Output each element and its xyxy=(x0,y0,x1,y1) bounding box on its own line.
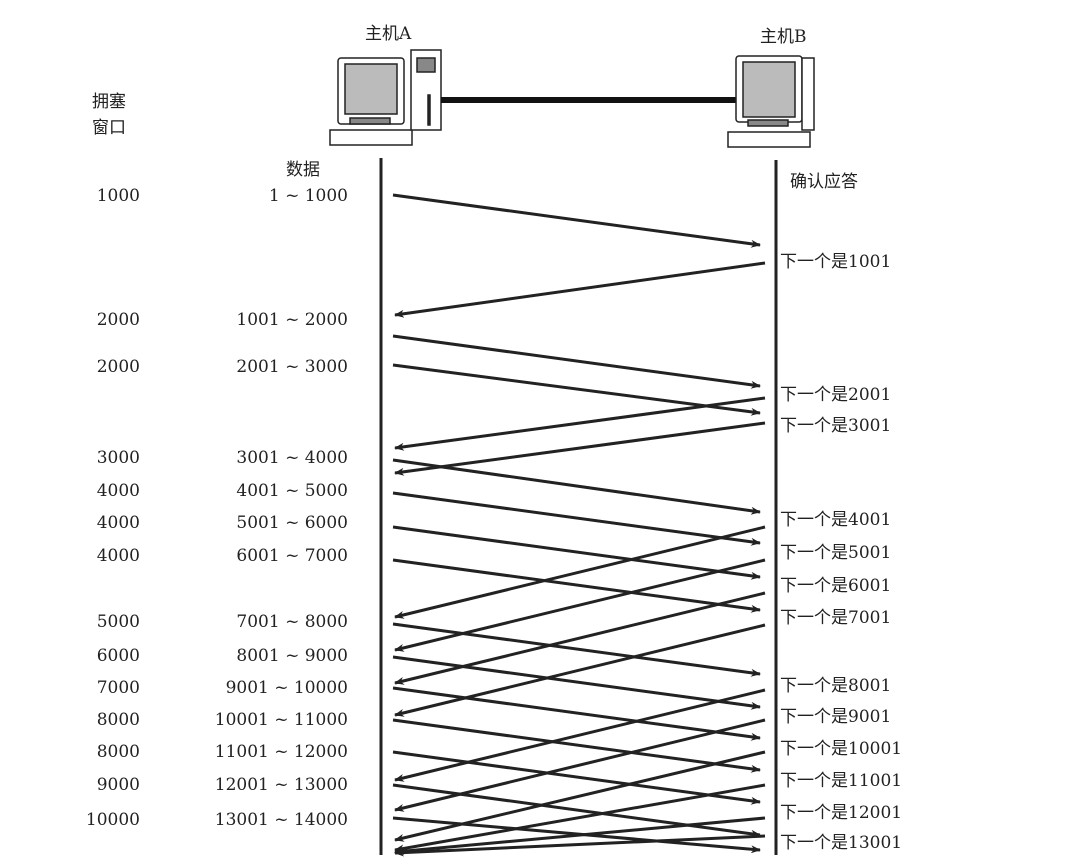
data-range: 13001 ~ 14000 xyxy=(214,810,348,830)
data-range: 6001 ~ 7000 xyxy=(236,546,348,566)
ack-label: 下一个是7001 xyxy=(780,608,892,628)
window-value: 3000 xyxy=(96,448,140,468)
window-value: 4000 xyxy=(96,513,140,533)
window-header-line2: 窗口 xyxy=(92,118,126,138)
data-range: 1 ~ 1000 xyxy=(268,186,348,206)
window-value: 5000 xyxy=(96,612,140,632)
ack-arrow xyxy=(394,558,766,652)
ack-arrow xyxy=(394,688,766,782)
window-value: 8000 xyxy=(96,710,140,730)
ack-arrow xyxy=(394,816,766,856)
window-value: 1000 xyxy=(96,186,140,206)
data-segment-arrow xyxy=(392,783,761,838)
window-value: 6000 xyxy=(96,646,140,666)
ack-header: 确认应答 xyxy=(790,172,858,192)
data-segment-arrow xyxy=(392,525,761,580)
host-a-computer-icon xyxy=(329,49,442,146)
ack-label: 下一个是9001 xyxy=(780,707,892,727)
network-cable xyxy=(441,97,736,103)
ack-arrow xyxy=(394,591,766,685)
ack-arrow xyxy=(394,623,766,717)
window-value: 2000 xyxy=(96,357,140,377)
data-segment-arrow xyxy=(392,558,761,613)
data-range: 4001 ~ 5000 xyxy=(236,481,348,501)
data-segment-arrow xyxy=(392,193,761,248)
ack-arrow xyxy=(394,261,766,318)
ack-arrow xyxy=(394,421,766,476)
ack-label: 下一个是5001 xyxy=(780,543,892,563)
data-segment-arrow xyxy=(392,718,761,773)
window-header-line1: 拥塞 xyxy=(92,92,126,112)
ack-label: 下一个是2001 xyxy=(780,385,892,405)
ack-label: 下一个是8001 xyxy=(780,676,892,696)
ack-arrow xyxy=(394,396,766,451)
ack-arrow xyxy=(394,525,766,619)
data-range: 10001 ~ 11000 xyxy=(214,710,348,730)
data-segment-arrow xyxy=(392,363,761,416)
data-range: 5001 ~ 6000 xyxy=(236,513,348,533)
data-segment-arrow xyxy=(392,622,761,677)
ack-arrow xyxy=(394,783,766,853)
data-segment-arrow xyxy=(392,655,761,710)
window-value: 2000 xyxy=(96,310,140,330)
host-b-label: 主机B xyxy=(760,27,807,47)
data-header: 数据 xyxy=(286,160,320,180)
data-range: 7001 ~ 8000 xyxy=(236,612,348,632)
data-segment-arrow xyxy=(392,334,761,389)
data-segment-arrow xyxy=(392,686,761,741)
ack-label: 下一个是11001 xyxy=(780,771,903,791)
window-value: 4000 xyxy=(96,546,140,566)
data-range: 8001 ~ 9000 xyxy=(236,646,348,666)
window-value: 8000 xyxy=(96,742,140,762)
ack-label: 下一个是6001 xyxy=(780,576,892,596)
ack-arrow xyxy=(394,750,766,842)
ack-label: 下一个是13001 xyxy=(780,833,903,853)
window-value: 10000 xyxy=(85,810,140,830)
ack-label: 下一个是4001 xyxy=(780,510,892,530)
data-range: 2001 ~ 3000 xyxy=(236,357,348,377)
window-value: 7000 xyxy=(96,678,140,698)
data-range: 11001 ~ 12000 xyxy=(214,742,348,762)
ack-arrow xyxy=(394,834,766,857)
data-range: 3001 ~ 4000 xyxy=(236,448,348,468)
window-value: 9000 xyxy=(96,775,140,795)
ack-label: 下一个是3001 xyxy=(780,416,892,436)
host-a-label: 主机A xyxy=(365,24,412,44)
data-segment-arrow xyxy=(392,458,761,515)
data-range: 1001 ~ 2000 xyxy=(236,310,348,330)
ack-label: 下一个是10001 xyxy=(780,739,903,759)
data-segment-arrow xyxy=(392,750,761,805)
data-segment-arrow xyxy=(392,491,761,546)
host-b-computer-icon xyxy=(727,55,815,148)
window-value: 4000 xyxy=(96,481,140,501)
data-range: 12001 ~ 13000 xyxy=(214,775,348,795)
ack-label: 下一个是1001 xyxy=(780,252,892,272)
ack-label: 下一个是12001 xyxy=(780,803,903,823)
data-range: 9001 ~ 10000 xyxy=(225,678,348,698)
ack-arrow xyxy=(394,718,766,812)
